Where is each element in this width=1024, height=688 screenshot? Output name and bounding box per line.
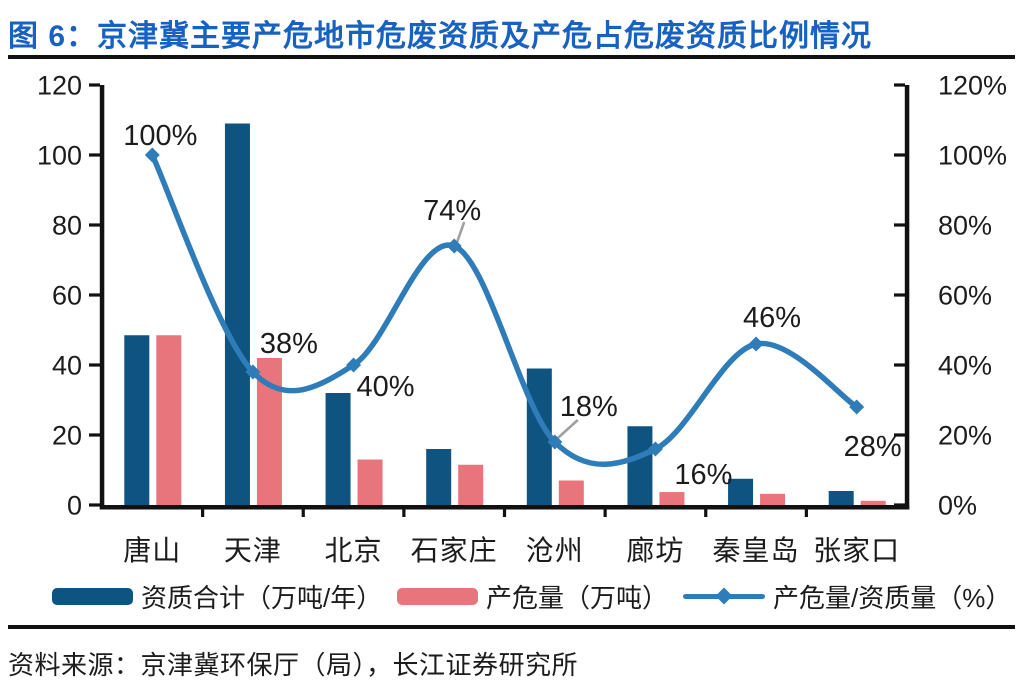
bar-production (860, 500, 886, 505)
x-axis-category-label: 秦皇岛 (713, 535, 800, 566)
ratio-data-label: 74% (423, 195, 481, 227)
left-axis-tick (89, 503, 100, 507)
x-axis-category-label: 唐山 (123, 535, 181, 566)
x-axis-tick (704, 509, 708, 517)
bar-qualification (627, 426, 653, 505)
x-axis-category-label: 石家庄 (411, 535, 498, 566)
title-divider (8, 55, 1015, 59)
left-axis-line (99, 85, 105, 510)
bottom-axis-line (99, 505, 910, 510)
x-axis-category-label: 廊坊 (626, 535, 684, 566)
legend-label: 产危量（万吨） (486, 582, 669, 613)
left-axis-tick (89, 433, 100, 437)
bar-qualification (828, 491, 854, 505)
left-axis-tick-label: 40 (52, 351, 82, 381)
bar-production (659, 492, 685, 505)
left-axis-tick (89, 293, 100, 297)
diamond-marker-icon (647, 441, 663, 457)
left-axis-tick (89, 223, 100, 227)
ratio-data-label: 100% (123, 120, 197, 152)
left-axis-tick (89, 363, 100, 367)
label-leader-line (455, 221, 466, 243)
label-leader-line (556, 419, 579, 439)
bar-production (458, 464, 484, 505)
right-axis-tick-label: 20% (938, 421, 992, 451)
left-axis-tick-label: 60 (52, 281, 82, 311)
right-axis-tick-label: 0% (938, 491, 977, 521)
left-axis-tick-label: 120 (37, 71, 82, 101)
right-axis-tick-label: 120% (938, 71, 1007, 101)
x-axis-category-label: 沧州 (526, 535, 584, 566)
left-axis-tick-label: 80 (52, 211, 82, 241)
diamond-marker-icon (849, 399, 865, 415)
right-axis-tick (894, 363, 905, 367)
legend-label: 资质合计（万吨/年） (141, 582, 383, 613)
legend-swatch-pink-bar (397, 587, 478, 605)
x-axis-tick (201, 509, 205, 517)
bar-qualification (124, 335, 150, 505)
right-axis-tick (894, 503, 905, 507)
bar-qualification (728, 478, 754, 505)
bar-qualification (426, 449, 452, 505)
diamond-marker-icon (547, 434, 563, 450)
right-axis-line (904, 85, 910, 510)
left-axis-tick-label: 100 (37, 141, 82, 171)
bar-production (760, 493, 786, 505)
ratio-data-label: 16% (674, 459, 732, 491)
source-note: 资料来源：京津冀环保厅（局），长江证券研究所 (8, 650, 579, 680)
legend-item-production: 产危量（万吨） (397, 581, 668, 613)
x-axis-tick (502, 509, 507, 517)
bar-production (156, 335, 182, 505)
bar-qualification (325, 393, 351, 505)
right-axis-tick (894, 293, 905, 297)
legend-item-ratio: 产危量/资质量（%） (683, 581, 1011, 613)
left-axis-tick-label: 0 (67, 491, 82, 521)
diamond-marker-icon (346, 357, 362, 373)
legend-diamond-icon (715, 587, 733, 605)
bar-qualification (224, 123, 250, 505)
ratio-data-label: 40% (357, 371, 415, 403)
right-axis-tick-label: 100% (938, 141, 1007, 171)
x-axis-category-label: 北京 (325, 535, 383, 566)
right-axis-tick-label: 40% (938, 351, 992, 381)
x-axis-tick (402, 509, 406, 517)
left-axis-tick (89, 83, 100, 87)
x-axis-tick (301, 509, 305, 517)
chart-title: 图 6：京津冀主要产危地市危废资质及产危占危废资质比例情况 (8, 20, 873, 53)
x-axis-category-label: 张家口 (813, 535, 900, 566)
left-axis-tick (89, 153, 100, 157)
ratio-data-label: 38% (260, 328, 318, 360)
legend-label: 产危量/资质量（%） (773, 582, 1012, 613)
right-axis-tick-label: 80% (938, 211, 992, 241)
legend-item-qualification: 资质合计（万吨/年） (52, 581, 382, 613)
bar-production (558, 480, 584, 505)
diamond-marker-icon (446, 238, 462, 254)
right-axis-tick (894, 83, 905, 87)
legend-swatch-line-marker (683, 587, 765, 605)
x-axis-tick (804, 509, 808, 517)
diamond-marker-icon (144, 147, 160, 163)
right-axis-tick (894, 223, 905, 227)
ratio-data-label: 46% (743, 302, 801, 334)
ratio-data-label: 18% (560, 391, 618, 423)
right-axis-tick (894, 153, 905, 157)
left-axis-tick-label: 20 (52, 421, 82, 451)
diamond-marker-icon (748, 336, 764, 352)
ratio-data-label: 28% (844, 431, 902, 463)
x-axis-tick (603, 509, 607, 517)
right-axis-tick (894, 433, 905, 437)
right-axis-tick-label: 60% (938, 281, 992, 311)
diamond-marker-icon (245, 364, 261, 380)
x-axis-category-label: 天津 (224, 535, 282, 566)
legend-swatch-blue-bar (52, 587, 133, 605)
bar-production (357, 459, 383, 505)
footer-divider (8, 625, 1015, 629)
